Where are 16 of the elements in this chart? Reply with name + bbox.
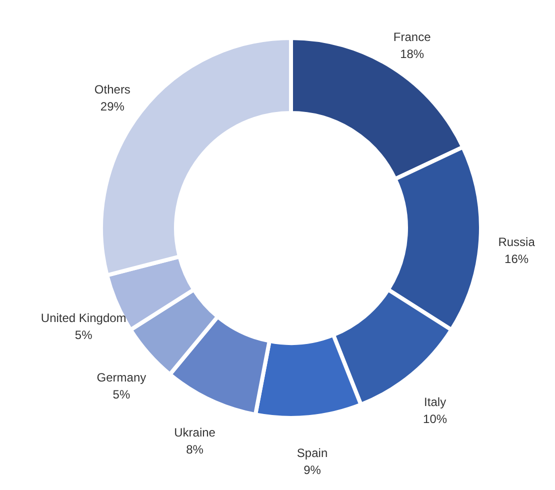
slice-label: Russia	[498, 235, 536, 250]
slice-label: Italy	[424, 395, 446, 410]
slice-label: Others	[94, 82, 130, 96]
data-label: 8%	[186, 442, 204, 456]
slice-label: United Kingdom	[40, 310, 126, 325]
slice-label: France	[393, 30, 432, 44]
slice-label: Germany	[96, 370, 146, 384]
data-label: 5%	[112, 387, 130, 402]
data-label: 16%	[504, 252, 529, 266]
data-label: 5%	[74, 328, 93, 342]
data-label: 9%	[304, 462, 322, 477]
data-label: 18%	[400, 47, 424, 62]
slice-label: Ukraine	[174, 425, 216, 440]
slice-label: Spain	[296, 446, 328, 460]
data-label: 29%	[100, 99, 125, 114]
data-label: 10%	[423, 412, 448, 426]
